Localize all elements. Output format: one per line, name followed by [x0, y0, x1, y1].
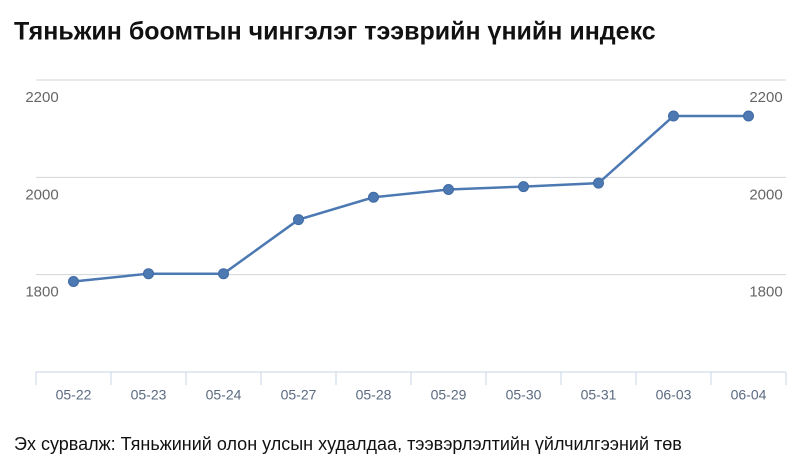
- x-tick-label: 05-30: [506, 387, 542, 403]
- point: [518, 181, 529, 193]
- point: [68, 275, 79, 287]
- x-tick-label: 06-04: [731, 387, 767, 403]
- y-tick-label: 2000: [25, 186, 58, 203]
- point: [143, 268, 154, 280]
- point: [293, 214, 304, 226]
- source-note: Эх сурвалж: Тяньжиний олон улсын худалда…: [14, 434, 682, 454]
- y2-tick-label: 2200: [749, 89, 782, 106]
- y2-tick-label: 2000: [749, 186, 782, 203]
- point: [668, 110, 679, 122]
- y2-tick-label: 1800: [749, 284, 782, 301]
- point: [593, 177, 604, 189]
- x-tick-label: 06-03: [656, 387, 692, 403]
- point: [443, 184, 454, 195]
- line: [73, 114, 749, 283]
- chart-title: Тяньжин боомтын чингэлэг тээврийн үнийн …: [14, 18, 656, 46]
- x-tick-label: 05-28: [356, 387, 392, 403]
- y-tick-label: 1800: [25, 284, 58, 301]
- x-tick-label: 05-27: [281, 387, 317, 403]
- x-tick-label: 05-23: [131, 387, 167, 403]
- x-tick-label: 05-29: [431, 387, 467, 403]
- y-tick-label: 2200: [25, 89, 58, 106]
- point: [218, 268, 229, 280]
- x-tick-label: 05-31: [581, 387, 617, 403]
- point: [743, 110, 754, 122]
- point: [368, 191, 379, 203]
- x-tick-label: 05-22: [56, 387, 92, 403]
- x-tick-label: 05-24: [206, 387, 242, 403]
